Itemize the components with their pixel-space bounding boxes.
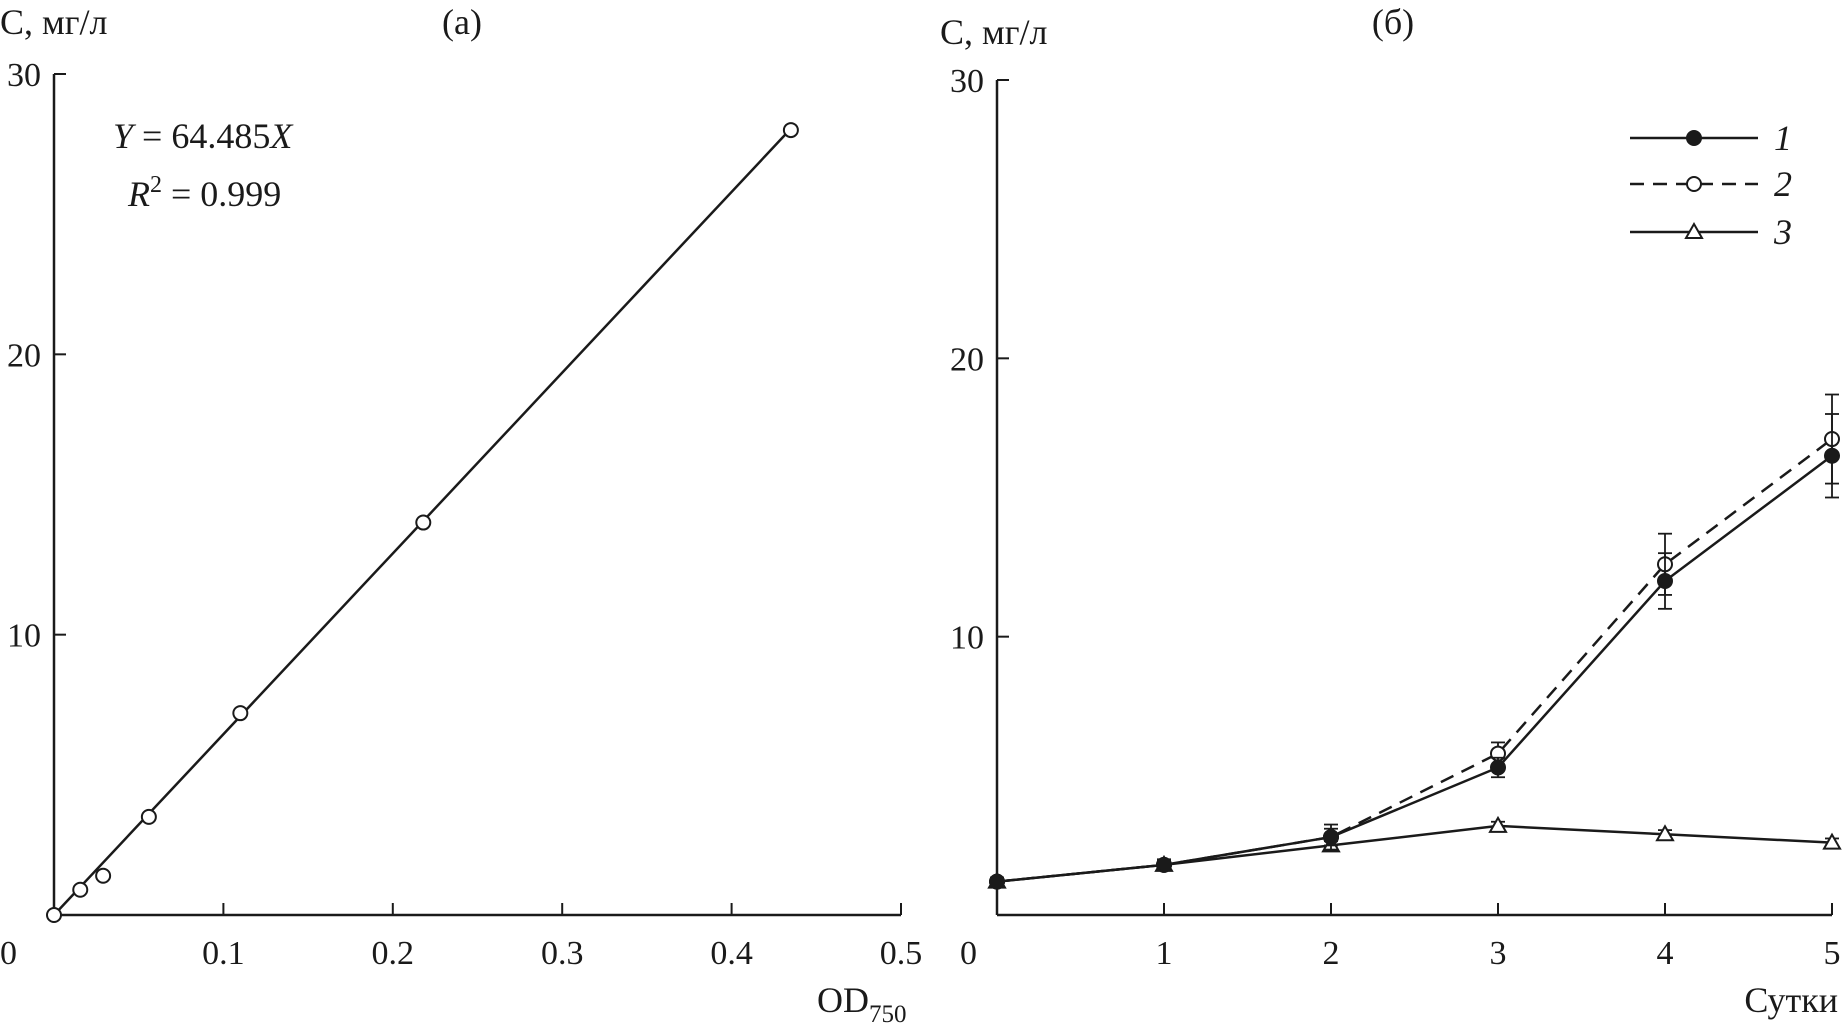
panel-a-x-tick-label: 0.3 [541, 935, 584, 972]
series-3-point [1488, 815, 1508, 833]
panel-a-data-point [140, 808, 157, 825]
panel-a-x-ticks: 0.1 0.2 0.3 0.4 0.5 [202, 903, 922, 972]
panel-a-data-point [232, 705, 249, 722]
legend-label-1: 1 [1774, 118, 1792, 158]
series-1-point [1657, 573, 1673, 589]
series-3-point [1822, 832, 1842, 850]
panel-a-y-tick-label: 30 [7, 57, 41, 94]
panel-b-x-tick-label: 4 [1657, 935, 1674, 972]
panel-b-y-ticks: 10 20 30 [950, 63, 1009, 657]
panel-b-x-tick-label: 2 [1323, 935, 1340, 972]
legend-marker-1 [1686, 130, 1702, 146]
r2-sup: 2 [150, 172, 162, 198]
panel-a-chart: (a) C, мг/л 0.1 0.2 0.3 0.4 0.5 10 20 30 0 OD7… [0, 2, 922, 1028]
panel-a-data-point [415, 514, 432, 531]
series-1-line [996, 454, 1833, 883]
legend-label-3: 3 [1773, 212, 1792, 252]
r2-value: = 0.999 [162, 174, 281, 214]
panel-b-label: (б) [1372, 2, 1414, 42]
panel-a-x-tick-label: 0.2 [372, 935, 415, 972]
panel-a-points [46, 122, 799, 923]
panel-b-origin-label: 0 [960, 935, 977, 972]
legend-marker-2 [1686, 176, 1702, 192]
series-1-point [1156, 856, 1172, 873]
series-1-point [1490, 759, 1506, 776]
panel-a-y-tick-label: 20 [7, 337, 41, 374]
series-2 [989, 393, 1840, 890]
panel-a-data-point [72, 881, 89, 898]
panel-a-y-tick-label: 10 [7, 618, 41, 655]
panel-b-x-tick-label: 1 [1156, 935, 1173, 972]
x-title-subscript: 750 [869, 1001, 907, 1028]
panel-a-label: (a) [442, 2, 482, 42]
series-1-point [989, 873, 1005, 890]
panel-b-legend: 1 2 3 [1630, 118, 1792, 252]
panel-b-x-tick-label: 5 [1824, 935, 1841, 972]
panel-a-x-tick-label: 0.4 [710, 935, 753, 972]
equation-y: Y [113, 116, 137, 156]
series-3 [987, 815, 1842, 889]
legend-label-2: 2 [1774, 164, 1792, 204]
panel-a-x-axis-title: OD750 [817, 980, 907, 1028]
panel-a-data-point [95, 867, 112, 884]
legend-marker-3 [1684, 221, 1704, 239]
panel-b-y-tick-label: 10 [950, 620, 984, 657]
panel-a-y-ticks: 10 20 30 [7, 57, 66, 655]
panel-b-y-tick-label: 30 [950, 63, 984, 100]
series-1-point [1824, 447, 1840, 464]
series-3-point [1655, 824, 1675, 842]
x-title-main: OD [817, 980, 869, 1020]
panel-b-x-ticks: 1 2 3 4 5 [1156, 903, 1841, 972]
panel-b-y-tick-label: 20 [950, 341, 984, 378]
panel-a-x-tick-label: 0.5 [880, 935, 923, 972]
panel-a-data-point [782, 122, 799, 139]
panel-a-data-point [46, 907, 62, 923]
r-squared: R2 = 0.999 [127, 172, 281, 214]
panel-a-origin-label: 0 [0, 935, 17, 972]
series-1 [989, 413, 1840, 890]
series-2-line [996, 438, 1833, 883]
panel-a-x-tick-label: 0.1 [202, 935, 245, 972]
series-3-line [996, 824, 1833, 883]
panel-a-y-axis-title: C, мг/л [0, 2, 108, 42]
series-1-point [1323, 829, 1339, 846]
panel-b-x-axis-title: Сутки [1744, 980, 1838, 1020]
equation-x: X [268, 116, 294, 156]
r2-r: R [127, 174, 150, 214]
panel-b-series [987, 393, 1842, 890]
panel-b-y-axis-title: C, мг/л [940, 12, 1048, 52]
equation-coef: = 64.485 [133, 116, 270, 156]
panel-b-x-tick-label: 3 [1490, 935, 1507, 972]
panel-b-chart: (б) C, мг/л 1 2 3 4 5 10 20 30 0 Сутки 1 2 3 [940, 2, 1842, 1020]
regression-equation: Y = 64.485X [113, 116, 294, 156]
